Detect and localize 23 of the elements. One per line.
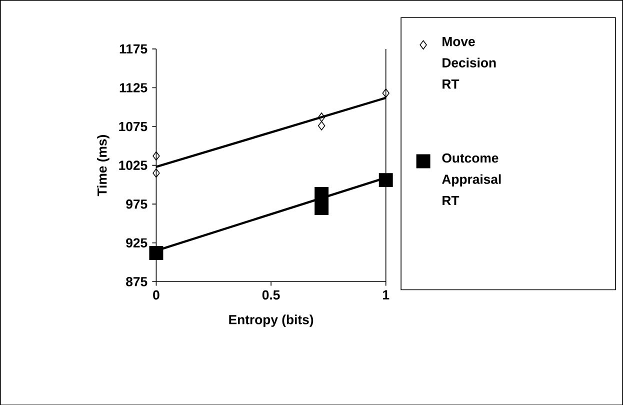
y-tick-label: 975 bbox=[126, 199, 148, 209]
y-tick-label: 1175 bbox=[120, 44, 148, 54]
x-tick-label: 0 bbox=[153, 290, 160, 300]
y-tick-label: 925 bbox=[126, 238, 148, 248]
y-tick-label: 1125 bbox=[120, 82, 148, 92]
x-tick-label: 0.5 bbox=[262, 290, 280, 300]
point bbox=[314, 200, 329, 215]
point bbox=[318, 112, 326, 122]
point bbox=[152, 151, 160, 160]
y-tick-label: 875 bbox=[126, 276, 148, 286]
point bbox=[318, 120, 326, 130]
x-axis-title: Entropy (bits) bbox=[229, 314, 314, 327]
legend-label: Outcome Appraisal RT bbox=[442, 153, 501, 205]
point bbox=[382, 88, 390, 98]
point bbox=[152, 168, 160, 178]
y-tick-label: 1075 bbox=[119, 122, 148, 131]
legend-label: Move Decision RT bbox=[442, 36, 496, 88]
y-axis-title: Time (ms) bbox=[97, 134, 110, 196]
point bbox=[314, 186, 329, 201]
x-tick-label: 1 bbox=[383, 290, 390, 300]
point bbox=[378, 172, 393, 187]
y-tick-label: 1025 bbox=[119, 160, 148, 170]
point bbox=[149, 246, 164, 260]
